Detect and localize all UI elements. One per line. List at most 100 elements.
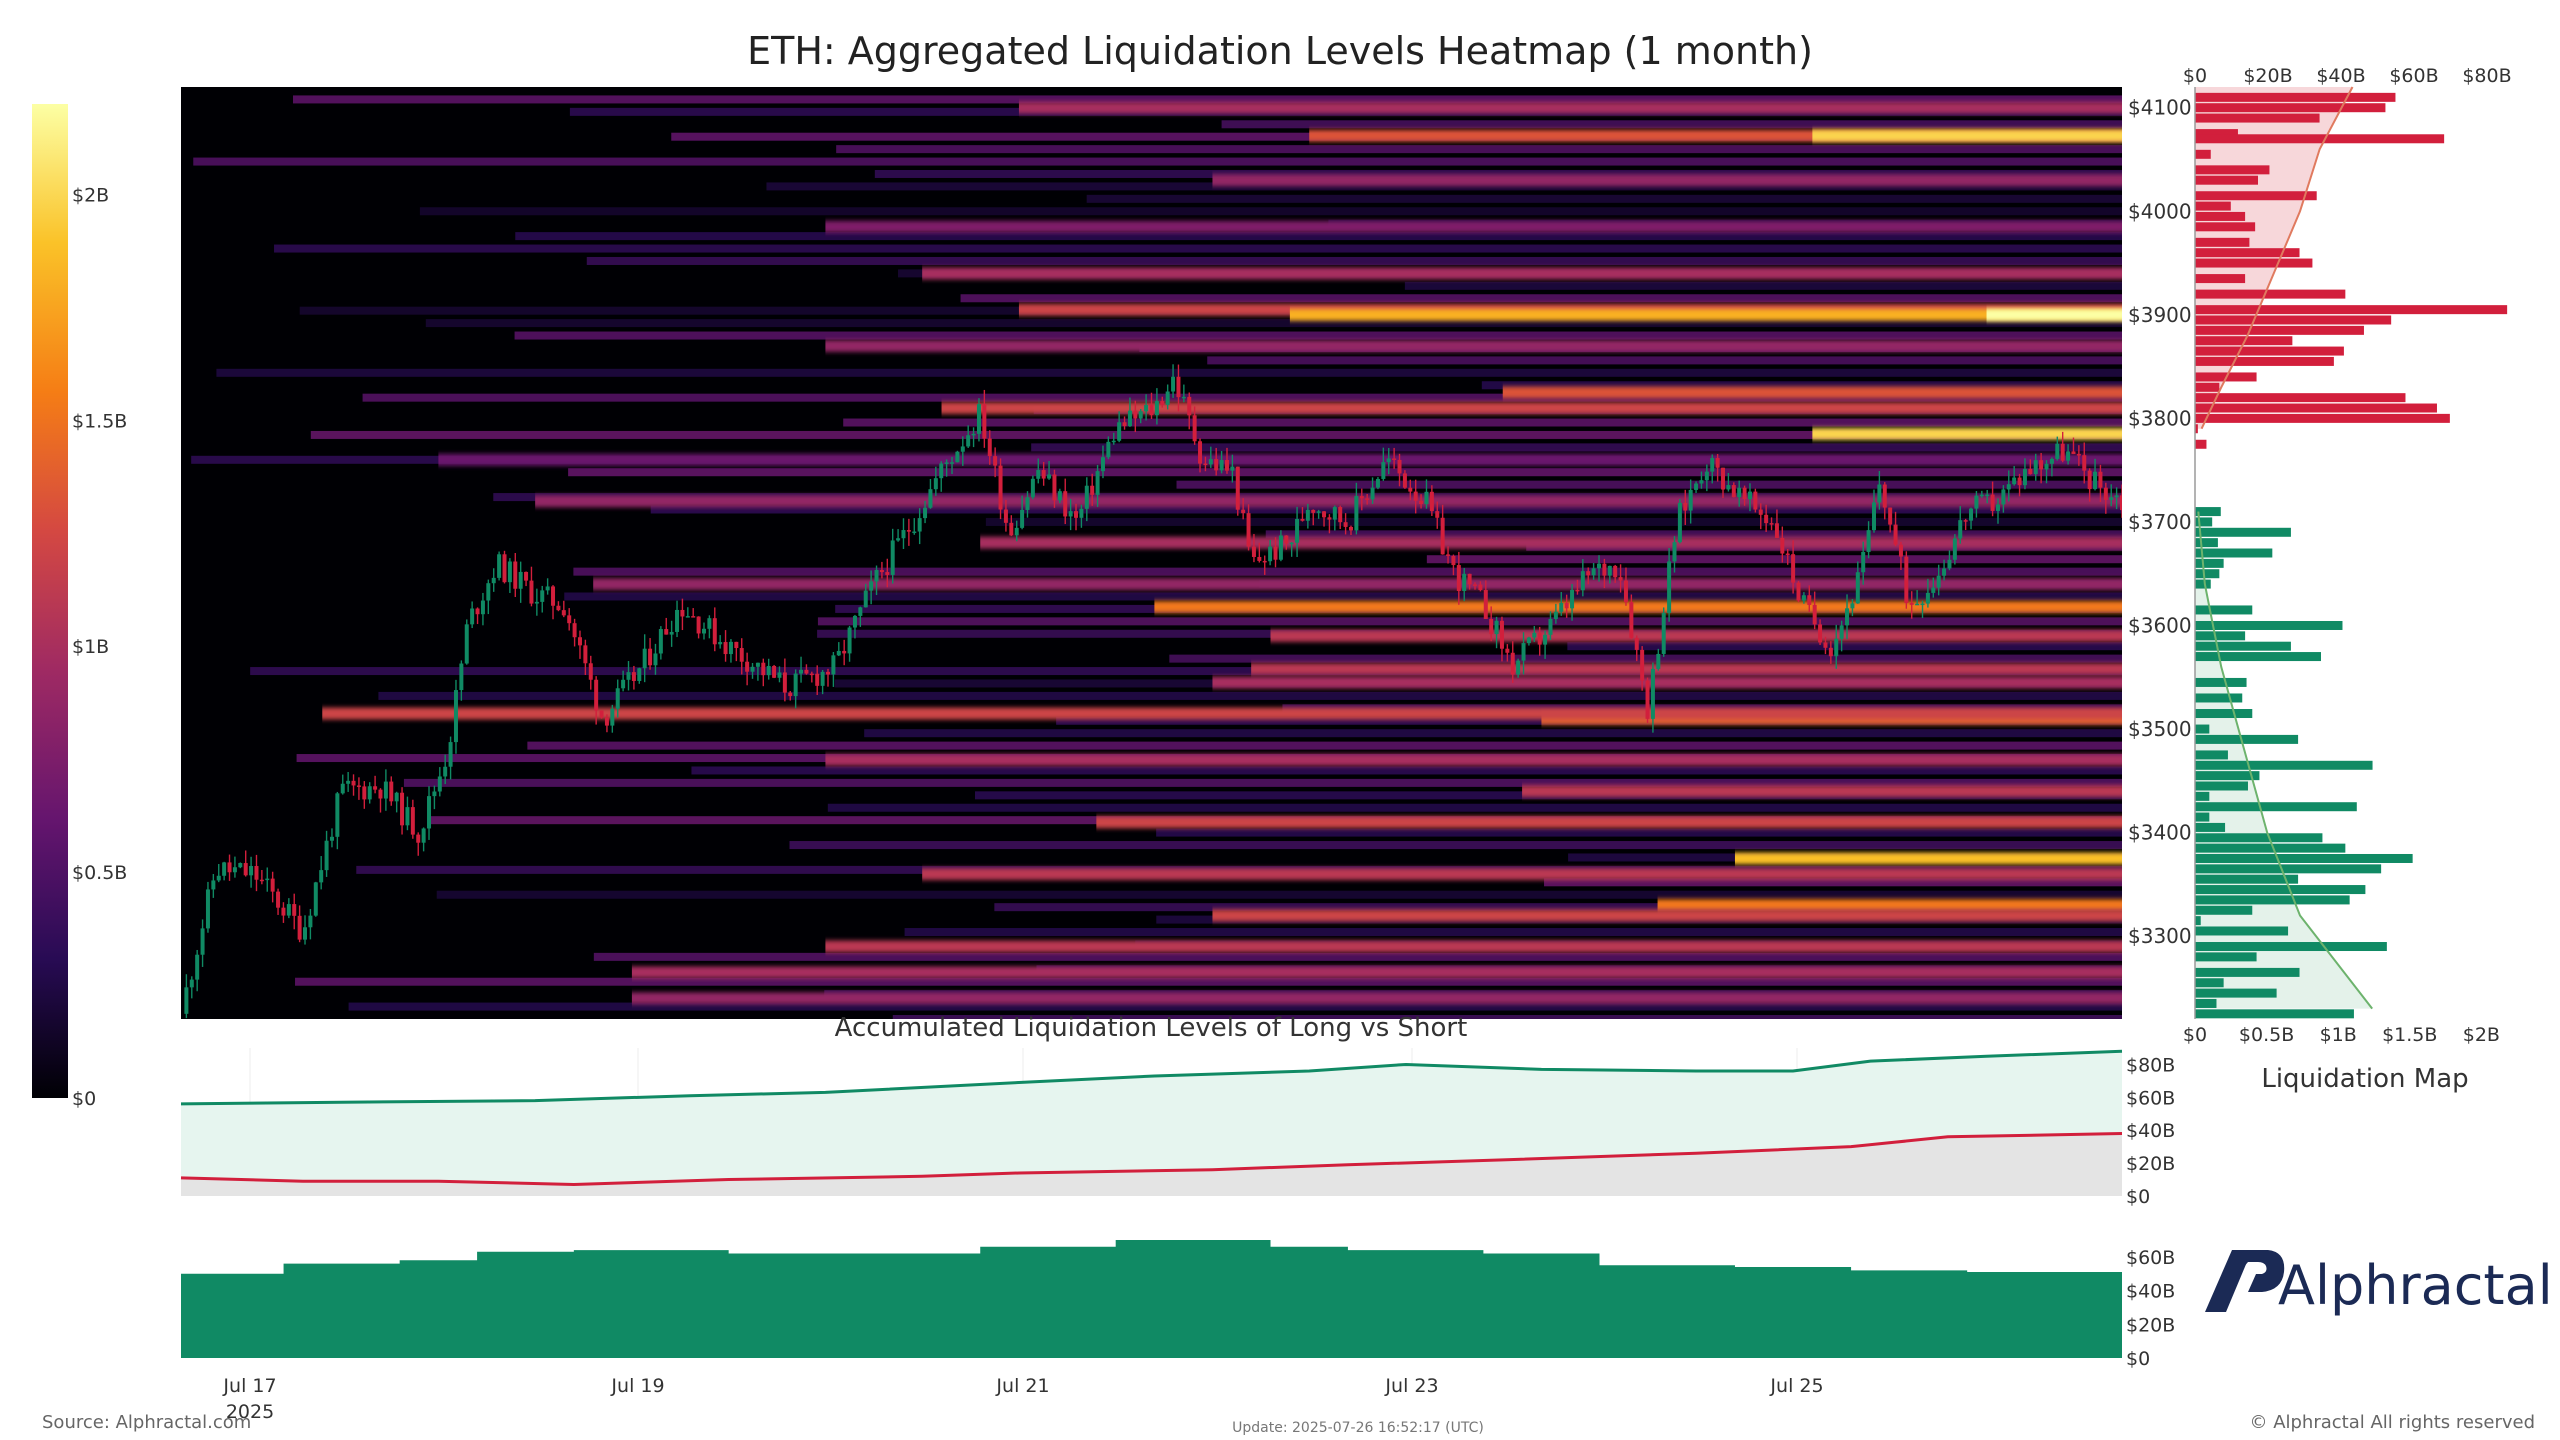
heat-texture-band (1221, 120, 2122, 129)
candle-body (1586, 571, 1591, 576)
candle-body (1402, 473, 1407, 488)
candle-body (1699, 480, 1704, 484)
candle-body (1747, 491, 1752, 500)
heat-band (922, 868, 2122, 881)
candle-body (993, 456, 998, 466)
liq-map-bars (2195, 86, 2508, 1019)
candle-body (1839, 625, 1844, 639)
candle-body (2109, 497, 2114, 500)
candle-body (2001, 489, 2006, 505)
candle-body (443, 766, 448, 777)
candle-body (1537, 632, 1542, 645)
heat-band (1212, 676, 2122, 689)
heat-texture-band (864, 729, 2122, 738)
candle-body (383, 781, 388, 799)
candle-body (1904, 556, 1909, 603)
short-liq-bar (2195, 393, 2406, 403)
candle-body (373, 786, 378, 790)
candle-body (1704, 471, 1709, 481)
candle-body (1521, 643, 1526, 661)
candle-body (2006, 484, 2011, 490)
accum-tick-label: $60B (2126, 1087, 2175, 1109)
candle-body (755, 662, 760, 667)
candle-body (249, 866, 254, 876)
candle-body (1122, 422, 1127, 427)
candle-body (1995, 504, 2000, 511)
heat-texture-band (1031, 443, 2122, 452)
heat-texture-band (216, 368, 2122, 377)
candle-body (1969, 508, 1974, 521)
candle-body (604, 717, 609, 726)
heat-texture-band (650, 505, 2122, 514)
candle-body (836, 650, 841, 656)
heat-texture-band (425, 319, 2122, 328)
candle-body (1322, 511, 1327, 518)
candle-body (2017, 477, 2022, 486)
candle-body (1144, 404, 1149, 412)
long-liq-bar (2195, 926, 2289, 936)
candle-body (292, 904, 297, 916)
candle-body (1446, 554, 1451, 556)
short-liq-bar (2195, 356, 2334, 366)
candle-body (1694, 483, 1699, 490)
source-text: Source: Alphractal.com (42, 1412, 251, 1433)
long-liq-bar (2195, 812, 2210, 822)
heat-band (1212, 909, 2122, 922)
candle-body (1289, 542, 1294, 545)
short-liq-bar (2195, 439, 2207, 449)
x-tick-label: Jul 21 (995, 1375, 1049, 1397)
long-liq-bar (2195, 620, 2343, 630)
candle-body (529, 580, 534, 604)
candle-body (2082, 455, 2087, 471)
candle-body (901, 530, 906, 539)
candle-body (944, 462, 949, 464)
candle-body (653, 653, 658, 666)
candle-body (1645, 680, 1650, 719)
candle-body (1429, 491, 1434, 512)
candle-body (1974, 495, 1979, 509)
long-liq-bar (2195, 988, 2277, 998)
candle-body (1931, 587, 1936, 593)
brand-name: Alphractal (2278, 1254, 2553, 1317)
liq-top-tick-label: $80B (2462, 65, 2511, 87)
liq-bottom-tick-label: $2B (2463, 1024, 2500, 1046)
candle-body (459, 663, 464, 691)
long-liq-bar (2195, 967, 2300, 977)
heat-texture-band (1481, 381, 2122, 390)
candle-body (869, 581, 874, 591)
candle-body (987, 438, 992, 457)
candle-body (1117, 422, 1122, 441)
candle-body (1063, 491, 1068, 517)
candle-body (400, 792, 405, 826)
candle-body (621, 679, 626, 689)
candle-body (583, 645, 588, 664)
short-liq-bar (2195, 211, 2246, 221)
candle-body (211, 880, 216, 890)
candle-body (1866, 530, 1871, 552)
short-liq-bar (2195, 134, 2445, 144)
candle-body (1478, 584, 1483, 590)
short-liq-bar (2195, 103, 2386, 113)
candle-body (912, 531, 917, 534)
candle-body (847, 627, 852, 654)
heat-texture-band (419, 207, 2122, 216)
candle-body (976, 404, 981, 434)
candle-body (1774, 523, 1779, 538)
candle-body (1559, 602, 1564, 612)
heat-texture-band (527, 741, 2122, 750)
candle-body (486, 583, 491, 601)
candle-body (1305, 509, 1310, 521)
heat-band (1251, 662, 2122, 675)
heat-band (322, 707, 2122, 720)
candle-body (1311, 509, 1316, 513)
candle-body (955, 451, 960, 463)
candle-body (1343, 522, 1348, 527)
heat-band (1657, 899, 2122, 912)
liq-top-tick-label: $40B (2316, 65, 2365, 87)
candle-body (1149, 404, 1154, 416)
candle-body (1823, 642, 1828, 648)
candle-body (265, 878, 270, 881)
candle-body (1014, 527, 1019, 536)
heat-texture-band (836, 145, 2122, 154)
candle-body (631, 672, 636, 681)
